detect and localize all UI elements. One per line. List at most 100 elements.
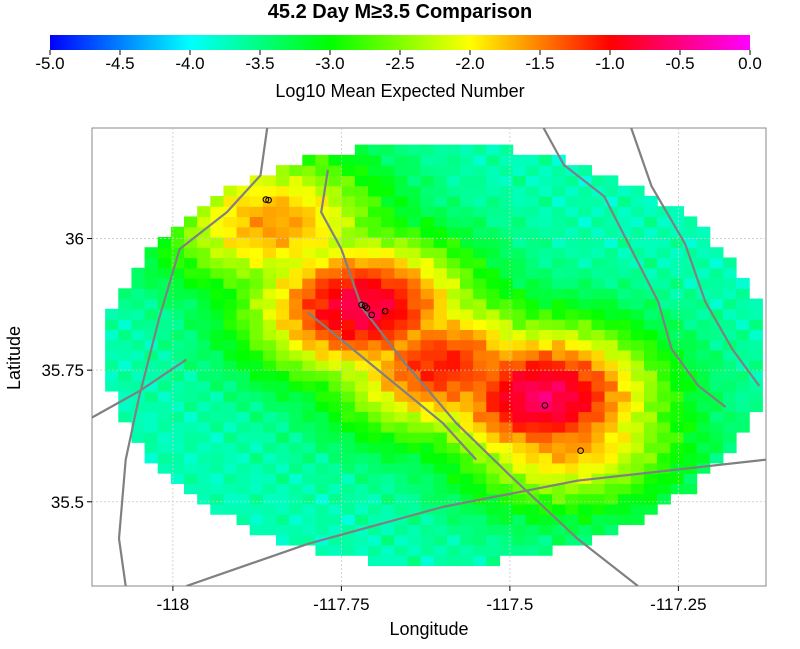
heatmap-cell: [473, 144, 487, 156]
heatmap-cell: [446, 165, 461, 176]
heatmap-cell: [749, 360, 763, 372]
heatmap-cell: [315, 278, 330, 289]
heatmap-cell: [302, 206, 317, 218]
heatmap-cell: [170, 236, 185, 248]
heatmap-cell: [131, 278, 146, 289]
heatmap-cell: [262, 421, 277, 433]
heatmap-cell: [486, 195, 501, 207]
heatmap-cell: [210, 226, 225, 238]
heatmap-cell: [617, 401, 632, 413]
heatmap-cell: [368, 452, 382, 464]
heatmap-cell: [670, 390, 685, 402]
heatmap-cell: [302, 390, 317, 402]
heatmap-cell: [538, 360, 553, 372]
heatmap-cell: [302, 421, 317, 433]
heatmap-cell: [446, 144, 461, 156]
heatmap-cell: [210, 288, 225, 300]
heatmap-cell: [538, 462, 553, 474]
heatmap-cell: [433, 380, 448, 392]
heatmap-cell: [341, 319, 356, 330]
heatmap-cell: [236, 442, 251, 454]
heatmap-cell: [223, 462, 238, 474]
heatmap-cell: [223, 216, 238, 228]
heatmap-cell: [341, 534, 356, 546]
heatmap-cell: [118, 308, 133, 320]
heatmap-cell: [420, 349, 435, 361]
heatmap-cell: [552, 432, 566, 443]
heatmap-cell: [565, 432, 579, 443]
heatmap-cell: [407, 493, 422, 505]
heatmap-cell: [276, 442, 290, 454]
heatmap-cell: [499, 349, 514, 361]
heatmap-cell: [210, 329, 225, 341]
heatmap-cell: [420, 524, 435, 536]
heatmap-cell: [512, 462, 527, 474]
heatmap-cell: [276, 421, 290, 433]
heatmap-cell: [722, 298, 737, 310]
heatmap-cell: [394, 555, 409, 567]
heatmap-cell: [657, 473, 671, 484]
heatmap-cell: [381, 483, 395, 495]
heatmap-cell: [683, 236, 698, 248]
heatmap-cell: [315, 329, 330, 341]
heatmap-cell: [144, 401, 159, 413]
heatmap-cell: [578, 247, 593, 259]
heatmap-cell: [446, 493, 461, 505]
heatmap-cell: [709, 278, 724, 289]
heatmap-cell: [538, 185, 553, 197]
heatmap-cell: [184, 216, 198, 228]
heatmap-cell: [381, 267, 395, 279]
heatmap-cell: [565, 360, 579, 372]
heatmap-cell: [381, 503, 395, 515]
heatmap-cell: [433, 493, 448, 505]
heatmap-cell: [420, 165, 435, 176]
heatmap-cell: [394, 185, 409, 197]
heatmap-cell: [657, 421, 671, 433]
heatmap-cell: [670, 267, 685, 279]
heatmap-cell: [722, 329, 737, 341]
heatmap-cell: [381, 216, 395, 228]
heatmap-cell: [512, 319, 527, 330]
heatmap-cell: [105, 349, 119, 361]
heatmap-cell: [512, 339, 527, 351]
heatmap-cell: [538, 473, 553, 484]
heatmap-cell: [407, 339, 422, 351]
heatmap-cell: [302, 247, 317, 259]
heatmap-cell: [512, 175, 527, 187]
heatmap-cell: [394, 503, 409, 515]
heatmap-cell: [512, 514, 527, 526]
heatmap-cell: [354, 226, 369, 238]
heatmap-cell: [368, 288, 382, 300]
heatmap-cell: [289, 503, 303, 515]
heatmap-cell: [512, 278, 527, 289]
heatmap-cell: [341, 493, 356, 505]
heatmap-cell: [525, 319, 540, 330]
heatmap-cell: [696, 421, 711, 433]
heatmap-cell: [657, 206, 671, 218]
heatmap-cell: [341, 216, 356, 228]
heatmap-cell: [578, 534, 593, 546]
heatmap-cell: [591, 247, 606, 259]
heatmap-cell: [144, 267, 159, 279]
heatmap-cell: [486, 206, 501, 218]
heatmap-cell: [446, 154, 461, 166]
heatmap-cell: [420, 411, 435, 423]
heatmap-cell: [446, 175, 461, 187]
heatmap-cell: [736, 319, 750, 330]
heatmap-cell: [289, 206, 303, 218]
heatmap-cell: [276, 390, 290, 402]
heatmap-cell: [578, 165, 593, 176]
heatmap-cell: [657, 401, 671, 413]
heatmap-cell: [446, 411, 461, 423]
heatmap-cell: [512, 216, 527, 228]
heatmap-cell: [236, 483, 251, 495]
heatmap-cell: [157, 452, 172, 464]
heatmap-cell: [223, 257, 238, 269]
heatmap-cell: [354, 165, 369, 176]
heatmap-cell: [525, 473, 540, 484]
heatmap-cell: [565, 452, 579, 464]
heatmap-cell: [420, 185, 435, 197]
heatmap-cell: [525, 154, 540, 166]
heatmap-cell: [118, 401, 133, 413]
heatmap-cell: [433, 534, 448, 546]
